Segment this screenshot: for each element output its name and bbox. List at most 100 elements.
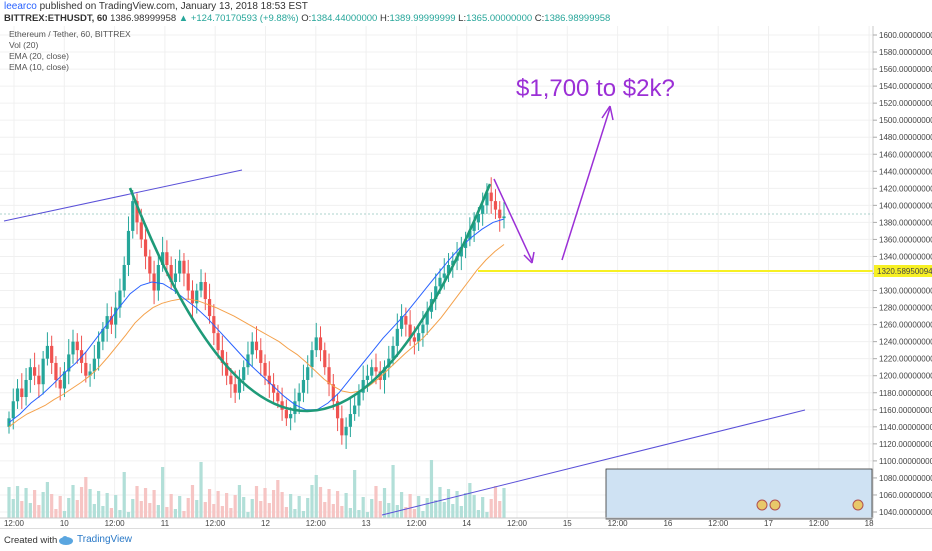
candle-body: [97, 341, 101, 359]
candle-body: [54, 362, 58, 380]
candle-body: [395, 328, 399, 346]
legend-title: Ethereum / Tether, 60, BITTREX: [9, 29, 131, 39]
candle-body: [135, 201, 139, 223]
price-tick-label: 1220.00000000: [879, 355, 932, 364]
volume-bar: [126, 512, 131, 518]
price-tick-label: 1560.00000000: [879, 65, 932, 74]
price-tick-label: 1040.00000000: [879, 508, 932, 517]
price-tick-label: 1440.00000000: [879, 167, 932, 176]
volume-bar: [75, 500, 79, 518]
volume-bar: [318, 487, 323, 518]
volume-bar: [199, 462, 203, 518]
candle-body: [92, 358, 96, 372]
candle-body: [451, 260, 455, 265]
price-tick-label: 1200.00000000: [879, 372, 932, 381]
candle-body: [84, 362, 88, 376]
volume-bar: [24, 488, 28, 518]
volume-bar: [58, 496, 62, 518]
created-with-text: Created with: [4, 535, 58, 546]
volume-bar: [152, 490, 156, 518]
volume-bar: [370, 499, 374, 518]
candle-body: [45, 345, 50, 359]
candle-body: [242, 367, 246, 380]
candle-body: [472, 222, 476, 231]
volume-bar: [468, 483, 472, 518]
volume-bar: [391, 465, 395, 518]
volume-bar: [459, 506, 463, 518]
candle-body: [15, 388, 20, 402]
volume-bar: [28, 503, 32, 518]
volume-bar: [41, 492, 45, 518]
volume-bar: [276, 480, 280, 518]
volume-bar: [254, 486, 259, 518]
volume-bar: [408, 494, 412, 518]
candle-body: [37, 375, 41, 385]
volume-bar: [207, 489, 212, 518]
candle-body: [114, 307, 118, 325]
candle-body: [233, 384, 237, 393]
price-tick-label: 1300.00000000: [879, 287, 932, 296]
ema10-line: [8, 218, 505, 423]
author-link[interactable]: leearco: [4, 1, 37, 12]
volume-bar: [118, 510, 122, 518]
cup-curve[interactable]: [128, 183, 492, 413]
volume-bar: [399, 492, 404, 518]
volume-bar: [101, 506, 105, 518]
candle-body: [186, 273, 190, 291]
volume-bar: [143, 488, 148, 518]
candle-body: [438, 277, 442, 287]
time-tick-label: 10: [60, 519, 69, 528]
volume-bar: [451, 504, 455, 518]
candle-body: [161, 252, 165, 265]
price-axis[interactable]: 1600.00000000 1580.00000000 1560.00000000 1…: [873, 31, 932, 517]
volume-bar: [498, 501, 502, 518]
candle-body: [446, 264, 451, 274]
candle-body: [404, 316, 408, 325]
volume-bar: [182, 511, 186, 518]
legend-vol: Vol (20): [9, 40, 38, 50]
volume-bar: [412, 509, 416, 518]
candle-body: [331, 384, 335, 402]
volume-bar: [259, 501, 263, 518]
event-flag-icon: [756, 499, 768, 511]
candle-body: [408, 324, 412, 338]
candle-body: [58, 379, 62, 389]
price-chart[interactable]: $1,700 to $2k? Ethereum / Tether, 60, BI…: [0, 26, 932, 528]
candle-body: [361, 379, 365, 393]
volume-bar: [293, 509, 297, 518]
projection-box[interactable]: [605, 468, 873, 520]
volume-bar: [50, 494, 54, 518]
volume-bar: [361, 497, 365, 518]
volume-bar: [476, 510, 480, 518]
candle-body: [276, 392, 280, 402]
candle-body: [370, 367, 374, 376]
up-arrow: [561, 105, 614, 261]
annotation-text[interactable]: $1,700 to $2k?: [516, 75, 675, 102]
tradingview-logo[interactable]: TradingView: [58, 534, 132, 545]
volume-bar: [378, 501, 382, 518]
volume-bar: [122, 472, 126, 518]
chart-header: leearco published on TradingView.com, Ja…: [0, 0, 932, 26]
time-tick-label: 12:00: [608, 519, 629, 528]
volume-bar: [109, 508, 114, 518]
upper-trendline[interactable]: [3, 169, 243, 222]
candle-body: [246, 354, 250, 368]
open-value: 1384.44000000: [311, 13, 378, 24]
volume-bar: [327, 489, 331, 518]
lower-trendline[interactable]: [381, 409, 806, 516]
price-tick-label: 1460.00000000: [879, 150, 932, 159]
candle-body: [67, 354, 71, 372]
time-axis[interactable]: 12:00 10 12:00 11 12:00 12 12:00 13 12:00 14 12:00…: [4, 519, 874, 528]
volume-bar: [323, 502, 327, 518]
price-tick-label: 1140.00000000: [879, 423, 932, 432]
price-tick-label: 1240.00000000: [879, 338, 932, 347]
candle-body: [101, 328, 105, 342]
volume-bar: [425, 498, 429, 518]
price-tick-label: 1540.00000000: [879, 82, 932, 91]
price-tick-label: 1080.00000000: [879, 474, 932, 483]
candle-body: [216, 333, 220, 351]
candle-body: [468, 230, 472, 240]
price-tick-label: 1160.00000000: [879, 406, 932, 415]
candle-body: [271, 384, 276, 393]
candle-body: [182, 260, 186, 274]
